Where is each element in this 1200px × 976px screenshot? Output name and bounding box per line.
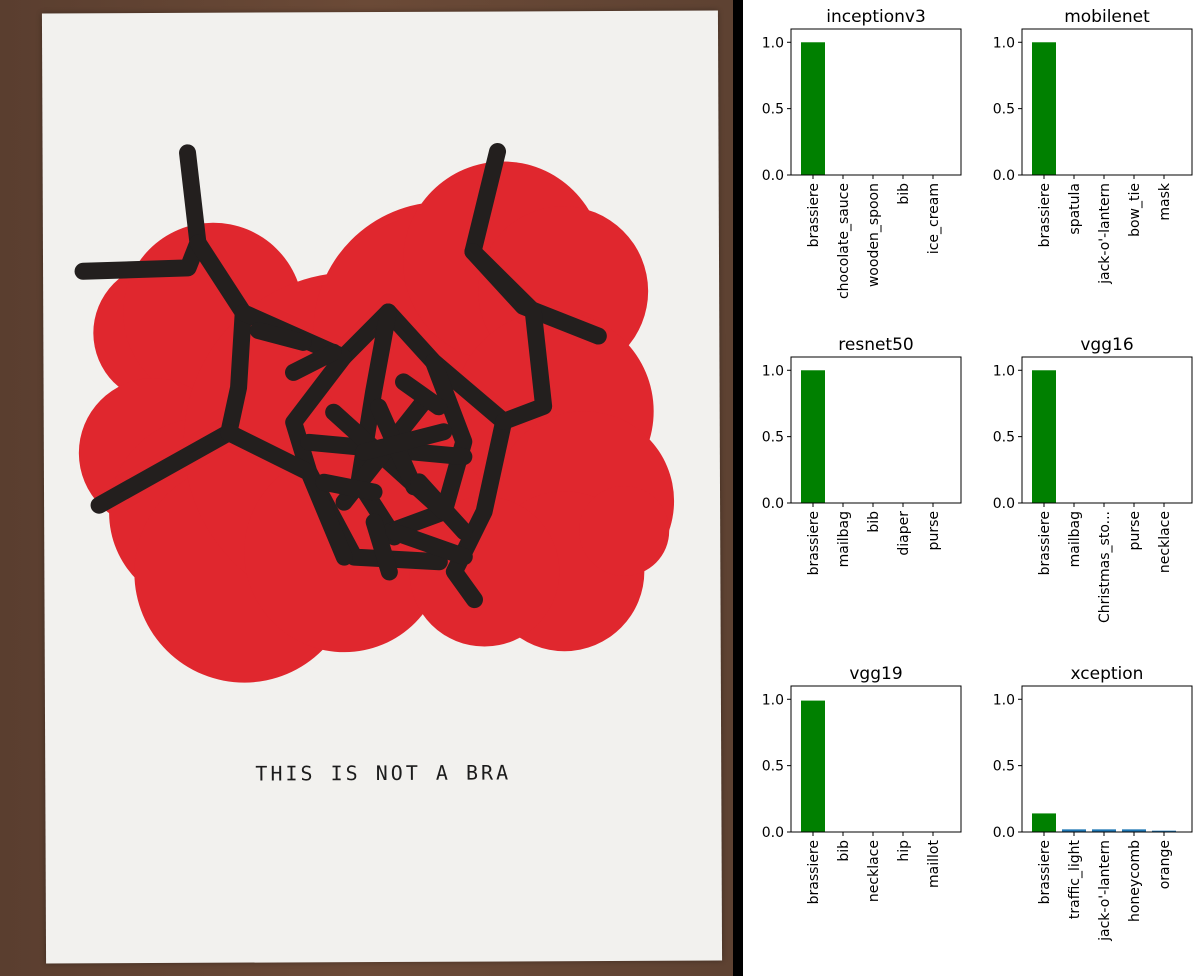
x-tick-label: necklace — [1157, 511, 1173, 573]
y-tick-label: 0.0 — [993, 168, 1015, 184]
x-tick-label: mailbag — [1067, 511, 1083, 567]
bar-brassiere — [1032, 370, 1056, 503]
bar-brassiere — [801, 700, 825, 832]
poster-caption: THIS IS NOT A BRA — [255, 760, 512, 786]
chart-title: resnet50 — [838, 335, 913, 355]
x-tick-label: brassiere — [1037, 840, 1053, 904]
y-tick-label: 0.5 — [762, 759, 784, 775]
x-tick-label: Christmas_sto... — [1097, 511, 1113, 623]
bar-brassiere — [1032, 813, 1056, 832]
x-tick-label: bib — [866, 511, 882, 533]
chart-title: vgg19 — [849, 664, 902, 684]
y-tick-label: 1.0 — [993, 363, 1015, 379]
x-tick-label: purse — [1127, 511, 1143, 550]
x-tick-label: maillot — [926, 840, 942, 888]
y-tick-label: 0.5 — [762, 102, 784, 118]
x-tick-label: diaper — [896, 511, 912, 556]
plot-frame — [1021, 356, 1193, 504]
plot-frame — [790, 356, 962, 504]
x-tick-label: necklace — [866, 840, 882, 902]
chart-resnet50: resnet50 0.0 0.5 1.0 brassiere mailbag bib diap… — [762, 335, 962, 575]
bar-jack-o'-lantern — [1092, 829, 1116, 832]
poster-sheet: THIS IS NOT A BRA — [41, 10, 723, 964]
poster-artwork — [74, 142, 675, 683]
bar-brassiere — [801, 370, 825, 503]
x-tick-label: spatula — [1067, 183, 1083, 235]
chart-vgg16: vgg16 0.0 0.5 1.0 brassiere mailbag Christmas_… — [993, 335, 1193, 623]
x-tick-label: brassiere — [1037, 183, 1053, 247]
y-tick-label: 0.5 — [762, 430, 784, 446]
x-tick-label: brassiere — [806, 511, 822, 575]
x-tick-label: bib — [836, 840, 852, 862]
chart-title: vgg16 — [1080, 335, 1133, 355]
bar-traffic_light — [1062, 829, 1086, 832]
y-tick-label: 0.0 — [993, 825, 1015, 841]
chart-xception: xception 0.0 0.5 1.0 brassiere traffic_light j… — [993, 664, 1193, 942]
y-tick-label: 1.0 — [993, 692, 1015, 708]
chart-title: xception — [1071, 664, 1144, 684]
x-tick-label: mailbag — [836, 511, 852, 567]
y-tick-label: 1.0 — [762, 35, 784, 51]
bar-brassiere — [1032, 42, 1056, 175]
y-tick-label: 0.0 — [762, 825, 784, 841]
bar-brassiere — [801, 42, 825, 175]
y-tick-label: 1.0 — [993, 35, 1015, 51]
x-tick-label: honeycomb — [1127, 840, 1143, 922]
panel-divider — [733, 0, 743, 976]
y-tick-label: 0.0 — [762, 168, 784, 184]
plot-frame — [1021, 685, 1193, 833]
y-tick-label: 1.0 — [762, 692, 784, 708]
x-tick-label: brassiere — [1037, 511, 1053, 575]
y-tick-label: 0.0 — [762, 496, 784, 512]
poster-photo: THIS IS NOT A BRA — [0, 0, 733, 976]
x-tick-label: purse — [926, 511, 942, 550]
plot-frame — [790, 685, 962, 833]
chart-vgg19: vgg19 0.0 0.5 1.0 brassiere bib necklace hip mai… — [762, 664, 962, 904]
x-tick-label: bow_tie — [1127, 183, 1143, 237]
x-tick-label: hip — [896, 840, 912, 862]
x-tick-label: bib — [896, 183, 912, 205]
x-tick-label: jack-o'-lantern — [1097, 183, 1113, 285]
x-tick-label: mask — [1157, 182, 1173, 221]
x-tick-label: brassiere — [806, 840, 822, 904]
bar-orange — [1152, 830, 1176, 832]
chart-title: mobilenet — [1064, 7, 1150, 27]
y-tick-label: 0.5 — [993, 759, 1015, 775]
x-tick-label: traffic_light — [1067, 839, 1083, 919]
plot-frame — [1021, 28, 1193, 176]
black-strokes — [74, 142, 607, 609]
y-tick-label: 0.0 — [993, 496, 1015, 512]
bar-honeycomb — [1122, 829, 1146, 832]
y-tick-label: 1.0 — [762, 363, 784, 379]
x-tick-label: brassiere — [806, 183, 822, 247]
classifier-charts-panel: inceptionv3 0.0 0.5 1.0 brassiere chocolate_s… — [743, 0, 1200, 976]
x-tick-label: orange — [1157, 840, 1173, 889]
chart-mobilenet: mobilenet 0.0 0.5 1.0 brassiere spatula jack-o… — [993, 7, 1193, 285]
y-tick-label: 0.5 — [993, 430, 1015, 446]
bar-charts-grid: inceptionv3 0.0 0.5 1.0 brassiere chocolate_s… — [762, 7, 1193, 942]
chart-title: inceptionv3 — [826, 7, 926, 27]
chart-inceptionv3: inceptionv3 0.0 0.5 1.0 brassiere chocolate_s… — [762, 7, 962, 299]
plot-frame — [790, 28, 962, 176]
x-tick-label: wooden_spoon — [866, 183, 882, 287]
x-tick-label: ice_cream — [926, 183, 942, 254]
y-tick-label: 0.5 — [993, 102, 1015, 118]
x-tick-label: jack-o'-lantern — [1097, 840, 1113, 942]
x-tick-label: chocolate_sauce — [836, 183, 852, 299]
